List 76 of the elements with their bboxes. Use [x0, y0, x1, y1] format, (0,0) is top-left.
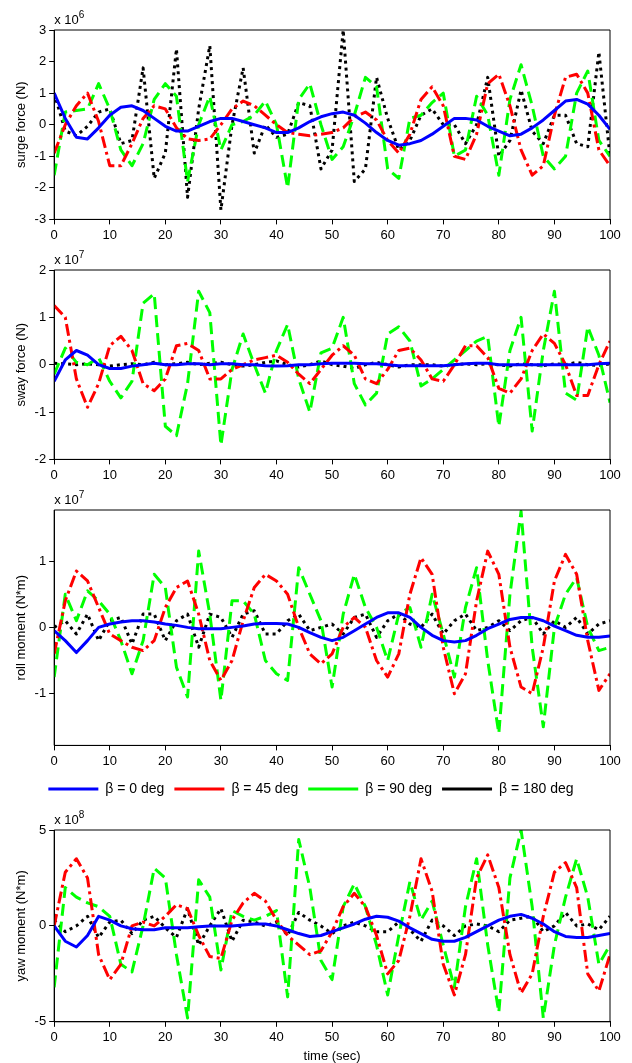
x-tick-label: 80: [491, 752, 507, 768]
y-tick-label: 2: [38, 53, 47, 69]
x-tick-label: 90: [547, 226, 562, 242]
x-tick-label: 10: [102, 752, 117, 768]
legend-label: β = 90 deg: [365, 779, 433, 796]
x-tick-label: 40: [269, 752, 284, 768]
y-tick-label: 1: [38, 84, 47, 100]
x-tick-label: 70: [436, 752, 451, 768]
x-tick-label: 30: [213, 752, 229, 768]
x-tick-label: 60: [380, 752, 395, 768]
x-tick-label: 20: [158, 466, 173, 482]
x-tick-label: 40: [269, 1029, 284, 1045]
legend-label: β = 0 deg: [105, 779, 165, 796]
line-series: [54, 304, 610, 409]
x-tick-label: 90: [547, 752, 562, 768]
x-tick-label: 20: [158, 226, 173, 242]
line-series: [54, 853, 610, 997]
y-tick-label: 1: [38, 552, 47, 568]
x-tick-label: 70: [436, 466, 451, 482]
y-axis-title: roll moment (N*m): [13, 574, 29, 681]
x-tick-label: 60: [380, 1029, 395, 1045]
x-tick-label: 60: [380, 226, 395, 242]
y-tick-label: -1: [34, 403, 47, 419]
x-tick-label: 0: [50, 1029, 58, 1045]
x-tick-label: 10: [102, 1029, 117, 1045]
x-tick-label: 0: [50, 752, 58, 768]
x-tick-label: 80: [491, 226, 507, 242]
x-tick-label: 0: [50, 226, 58, 242]
y-tick-label: 0: [38, 917, 47, 933]
x-tick-label: 100: [599, 226, 621, 242]
y-axis-title: yaw moment (N*m): [13, 870, 29, 982]
x-tick-label: 100: [599, 1029, 621, 1045]
y-tick-label: -2: [34, 450, 47, 466]
legend-label: β = 180 deg: [499, 779, 574, 796]
x-tick-label: 40: [269, 466, 284, 482]
x-tick-label: 100: [599, 466, 621, 482]
x-tick-label: 0: [50, 466, 58, 482]
x-axis-title: time (sec): [303, 1047, 361, 1063]
y-axis-title: surge force (N): [13, 81, 29, 169]
y-axis-title: sway force (N): [13, 322, 29, 407]
x-tick-label: 30: [213, 466, 229, 482]
x-tick-label: 50: [324, 466, 340, 482]
y-tick-label: -1: [34, 685, 47, 701]
y-tick-label: -1: [34, 147, 47, 163]
line-series: [54, 72, 610, 177]
x-tick-label: 70: [436, 226, 451, 242]
y-tick-label: -3: [34, 210, 47, 226]
x-tick-label: 80: [491, 466, 507, 482]
y-tick-label: 0: [38, 356, 47, 372]
x-tick-label: 10: [102, 466, 117, 482]
x-tick-label: 50: [324, 752, 340, 768]
x-tick-label: 40: [269, 226, 284, 242]
y-tick-label: 1: [38, 308, 47, 324]
y-tick-label: 3: [38, 21, 47, 37]
x-tick-label: 50: [324, 226, 340, 242]
y-tick-label: 5: [38, 821, 47, 837]
y-tick-label: -2: [34, 179, 47, 195]
y-tick-label: 2: [38, 261, 47, 277]
x-tick-label: 20: [158, 752, 173, 768]
line-series: [54, 510, 610, 735]
x-tick-label: 30: [213, 1029, 229, 1045]
x-tick-label: 70: [436, 1029, 451, 1045]
x-tick-label: 100: [599, 752, 621, 768]
x-tick-label: 60: [380, 466, 395, 482]
line-series: [54, 549, 610, 696]
x-tick-label: 80: [491, 1029, 507, 1045]
x-tick-label: 10: [102, 226, 117, 242]
x-tick-label: 30: [213, 226, 229, 242]
y-tick-label: 0: [38, 618, 47, 634]
x-tick-label: 90: [547, 466, 562, 482]
y-tick-label: 0: [38, 116, 47, 132]
x-tick-label: 90: [547, 1029, 562, 1045]
y-tick-label: -5: [34, 1013, 47, 1029]
legend-label: β = 45 deg: [231, 779, 299, 796]
x-tick-label: 20: [158, 1029, 173, 1045]
x-tick-label: 50: [324, 1029, 340, 1045]
